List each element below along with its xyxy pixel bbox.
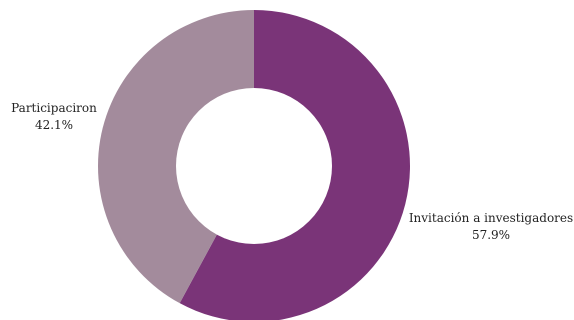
slice-label-2: Participaciron bbox=[11, 101, 97, 115]
slice-value-label-2: 42.1% bbox=[35, 118, 73, 132]
donut-hole bbox=[176, 88, 332, 244]
slice-labels: Invitación a investigadores 57.9% Particip… bbox=[11, 101, 573, 242]
slice-value-label-1: 57.9% bbox=[472, 228, 510, 242]
slice-label-1: Invitación a investigadores bbox=[409, 211, 573, 225]
